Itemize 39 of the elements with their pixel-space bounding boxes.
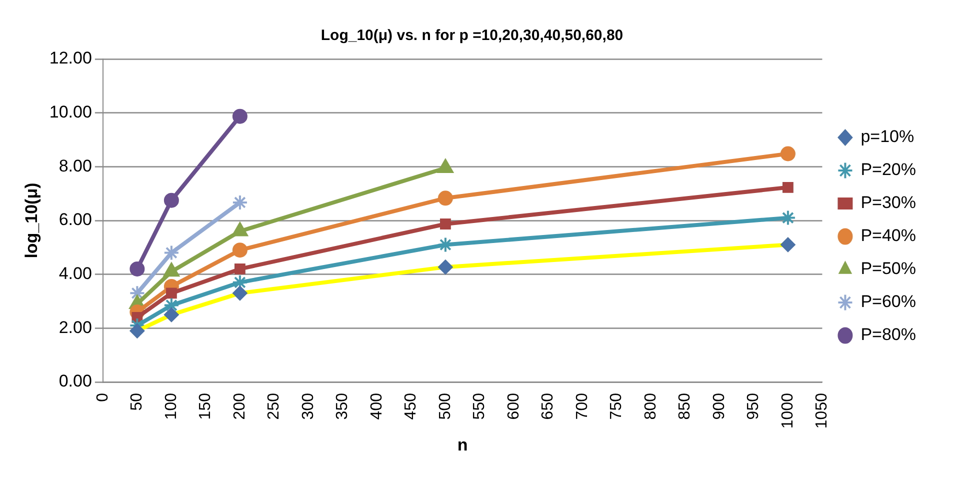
x-tick-label: 550: [471, 392, 488, 420]
y-tick-label: 10.00: [49, 102, 92, 122]
legend-label: P=80%: [860, 325, 916, 344]
x-axis-title: n: [457, 435, 468, 454]
x-tick-label: 950: [745, 392, 762, 420]
x-tick-label: 850: [676, 392, 694, 420]
x-tick-label: 800: [642, 392, 660, 420]
x-tick-label: 900: [710, 392, 728, 420]
legend-label: P=50%: [860, 259, 916, 278]
x-tick-label: 650: [540, 392, 557, 420]
y-tick-label: 2.00: [58, 318, 92, 337]
legend-label: P=60%: [860, 292, 916, 312]
legend-label: P=40%: [860, 226, 916, 246]
x-tick-label: 250: [266, 392, 283, 420]
x-tick-label: 1000: [779, 392, 796, 429]
y-tick-label: 0.00: [58, 372, 92, 391]
y-tick-label: 12.00: [49, 48, 92, 68]
x-tick-label: 300: [300, 392, 317, 420]
y-axis-title: log_10(μ): [22, 182, 41, 258]
x-tick-label: 50: [128, 392, 146, 411]
x-tick-label: 150: [197, 392, 214, 420]
x-tick-label: 350: [334, 392, 352, 420]
x-tick-label: 450: [402, 392, 420, 420]
y-tick-label: 8.00: [58, 156, 92, 176]
x-tick-label: 0: [94, 392, 112, 402]
legend-label: p=10%: [860, 127, 914, 146]
x-tick-label: 200: [231, 392, 248, 420]
x-tick-label: 750: [608, 392, 626, 420]
x-tick-label: 100: [162, 392, 180, 420]
x-tick-label: 700: [574, 392, 591, 420]
legend-label: P=20%: [860, 160, 916, 180]
x-tick-label: 600: [505, 392, 522, 420]
x-tick-label: 400: [368, 392, 386, 420]
chart-title: Log_10(μ) vs. n for p =10,20,30,40,50,60,80: [320, 27, 624, 44]
y-tick-label: 6.00: [58, 210, 92, 230]
legend-label: P=30%: [860, 193, 916, 212]
x-tick-label: 500: [436, 392, 454, 420]
y-tick-label: 4.00: [58, 264, 92, 284]
x-tick-label: 1050: [814, 392, 831, 429]
